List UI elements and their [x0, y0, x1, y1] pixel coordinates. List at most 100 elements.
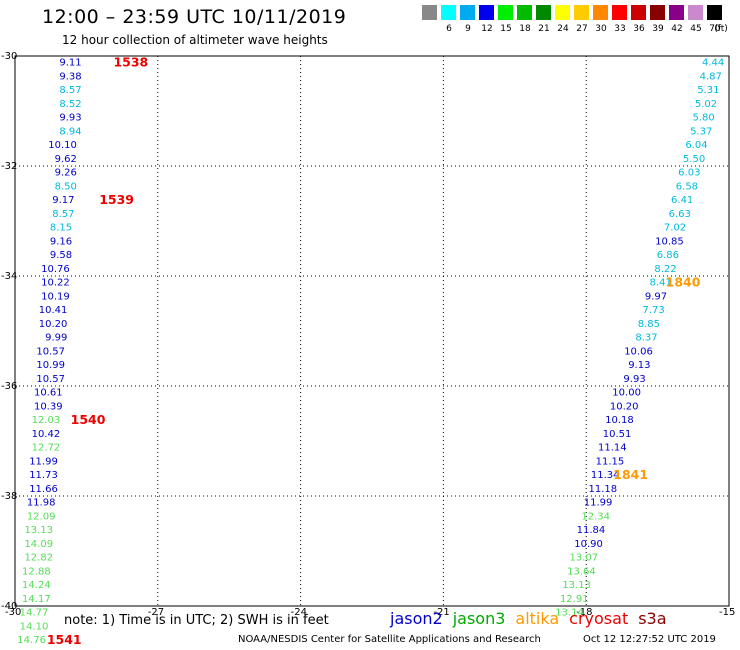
- satellite-legend: jason2 jason3 altika cryosat s3a: [390, 609, 677, 628]
- x-tick-label: -30: [5, 607, 21, 618]
- scale-label: 18: [519, 24, 531, 34]
- wave-height-value: 10.51: [603, 429, 632, 440]
- legend-item: jason3: [452, 609, 506, 628]
- scale-swatch: [612, 5, 627, 20]
- wave-height-value: 10.22: [41, 278, 70, 289]
- wave-height-value: 15.94: [17, 649, 46, 650]
- wave-height-value: 8.85: [638, 319, 660, 330]
- wave-height-value: 12.72: [32, 443, 61, 454]
- wave-height-value: 14.24: [22, 580, 51, 591]
- wave-height-value: 10.18: [605, 415, 634, 426]
- wave-height-value: 11.99: [29, 456, 58, 467]
- wave-height-value: 9.17: [52, 195, 74, 206]
- scale-swatch: [422, 5, 437, 20]
- wave-height-value: 8.41: [650, 278, 672, 289]
- scale-swatch: [479, 5, 494, 20]
- wave-height-value: 13.07: [569, 553, 598, 564]
- wave-height-value: 12.09: [27, 511, 56, 522]
- wave-height-value: 10.20: [610, 401, 639, 412]
- scale-label: 24: [557, 24, 569, 34]
- wave-height-value: 6.04: [685, 140, 707, 151]
- scale-swatch: [631, 5, 646, 20]
- wave-height-value: 10.39: [34, 401, 63, 412]
- wave-height-value: 12.03: [32, 415, 61, 426]
- scale-label: 45: [690, 24, 702, 34]
- wave-height-value: 12.91: [560, 594, 589, 605]
- scale-label: 21: [538, 24, 550, 34]
- scale-label: 6: [446, 24, 452, 34]
- wave-height-value: 9.13: [628, 360, 650, 371]
- scale-label: 30: [595, 24, 607, 34]
- plot-frame: [14, 55, 730, 607]
- legend-item: cryosat: [569, 609, 629, 628]
- wave-height-value: 8.22: [654, 264, 676, 275]
- wave-height-value: 11.66: [29, 484, 58, 495]
- wave-height-value: 6.86: [657, 250, 679, 261]
- x-tick-label: -24: [291, 607, 307, 618]
- wave-height-value: 10.57: [36, 346, 65, 357]
- wave-height-value: 6.58: [676, 181, 698, 192]
- scale-swatch: [650, 5, 665, 20]
- wave-height-value: 12.82: [24, 553, 53, 564]
- scale-swatch: [536, 5, 551, 20]
- scale-label: 70: [709, 24, 721, 34]
- wave-height-value: 11.98: [27, 498, 56, 509]
- wave-height-value: 9.58: [50, 250, 72, 261]
- wave-height-value: 9.93: [59, 113, 81, 124]
- x-tick-label: -27: [148, 607, 164, 618]
- wave-height-value: 8.57: [52, 209, 74, 220]
- scale-label: 39: [652, 24, 664, 34]
- wave-height-value: 8.15: [50, 223, 72, 234]
- wave-height-value: 11.34: [591, 470, 620, 481]
- scale-unit-label: (ft): [714, 24, 728, 34]
- wave-height-value: 10.41: [39, 305, 68, 316]
- x-tick-label: -21: [433, 607, 449, 618]
- scale-label: 36: [633, 24, 645, 34]
- wave-height-value: 10.20: [39, 319, 68, 330]
- wave-height-value: 6.41: [671, 195, 693, 206]
- wave-height-value: 5.02: [695, 99, 717, 110]
- wave-height-value: 13.14: [555, 608, 584, 619]
- wave-height-value: 10.06: [624, 346, 653, 357]
- wave-height-value: 10.76: [41, 264, 70, 275]
- wave-height-value: 13.13: [562, 580, 591, 591]
- wave-height-value: 14.76: [17, 635, 46, 646]
- legend-item: altika: [515, 609, 560, 628]
- pass-time-label: 1841: [613, 467, 648, 482]
- wave-height-value: 9.97: [645, 291, 667, 302]
- wave-height-value: 9.62: [55, 154, 77, 165]
- wave-height-value: 10.00: [612, 388, 641, 399]
- scale-swatch: [441, 5, 456, 20]
- wave-height-value: 11.99: [584, 498, 613, 509]
- wave-height-value: 10.61: [34, 388, 63, 399]
- scale-label: 42: [671, 24, 683, 34]
- scale-swatch: [498, 5, 513, 20]
- footer-timestamp: Oct 12 12:27:52 UTC 2019: [583, 634, 716, 645]
- wave-height-value: 9.16: [50, 236, 72, 247]
- scale-swatch: [517, 5, 532, 20]
- pass-time-label: 1541: [47, 632, 82, 647]
- wave-height-value: 9.99: [45, 333, 67, 344]
- scale-swatch: [593, 5, 608, 20]
- scale-label: 12: [481, 24, 493, 34]
- wave-height-value: 10.19: [41, 291, 70, 302]
- wave-height-value: 6.03: [678, 168, 700, 179]
- chart-subtitle: 12 hour collection of altimeter wave hei…: [62, 33, 328, 47]
- wave-height-value: 11.73: [29, 470, 58, 481]
- wave-height-value: 9.11: [59, 58, 81, 69]
- wave-height-value: 7.02: [664, 223, 686, 234]
- y-tick-label: -36: [1, 381, 17, 392]
- wave-height-value: 4.87: [700, 71, 722, 82]
- wave-height-value: 5.31: [697, 85, 719, 96]
- wave-height-value: 13.13: [24, 525, 53, 536]
- x-tick-label: -18: [576, 607, 592, 618]
- scale-swatch: [688, 5, 703, 20]
- wave-height-value: 14.17: [22, 594, 51, 605]
- wave-height-value: 5.37: [690, 126, 712, 137]
- wave-height-value: 5.50: [683, 154, 705, 165]
- wave-height-value: 14.10: [20, 621, 49, 632]
- wave-height-value: 11.15: [596, 456, 625, 467]
- wave-height-value: 4.44: [702, 58, 724, 69]
